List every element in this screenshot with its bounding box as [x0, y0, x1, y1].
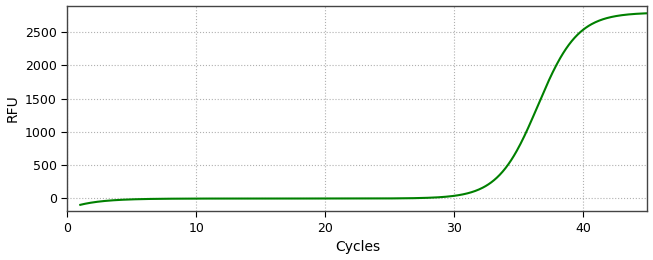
Y-axis label: RFU: RFU [6, 95, 20, 122]
X-axis label: Cycles: Cycles [335, 240, 380, 255]
